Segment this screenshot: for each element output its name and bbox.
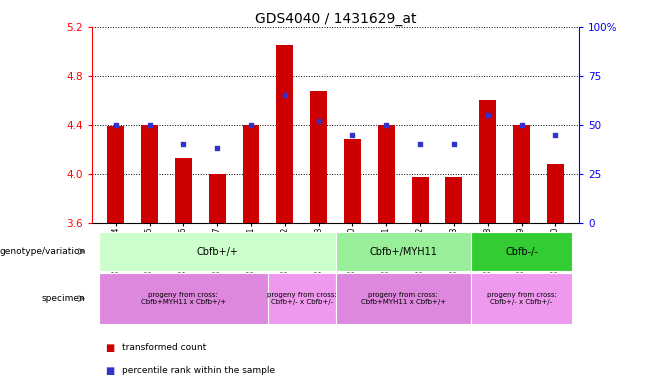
Bar xyxy=(175,158,192,223)
Bar xyxy=(243,125,259,223)
Text: progeny from cross:
Cbfb+MYH11 x Cbfb+/+: progeny from cross: Cbfb+MYH11 x Cbfb+/+ xyxy=(361,292,445,305)
Bar xyxy=(445,177,463,223)
Bar xyxy=(99,232,336,271)
Point xyxy=(347,131,358,138)
Point xyxy=(178,141,189,147)
Bar xyxy=(344,139,361,223)
Text: Cbfb+/+: Cbfb+/+ xyxy=(196,247,238,257)
Text: ■: ■ xyxy=(105,366,114,376)
Bar xyxy=(209,174,226,223)
Bar xyxy=(471,232,572,271)
Point xyxy=(246,122,257,128)
Title: GDS4040 / 1431629_at: GDS4040 / 1431629_at xyxy=(255,12,417,26)
Bar xyxy=(471,273,572,324)
Bar xyxy=(479,100,496,223)
Point xyxy=(449,141,459,147)
Point xyxy=(212,145,222,151)
Bar xyxy=(336,273,471,324)
Point xyxy=(550,131,561,138)
Point xyxy=(280,92,290,98)
Text: Cbfb+/MYH11: Cbfb+/MYH11 xyxy=(369,247,437,257)
Point xyxy=(313,118,324,124)
Bar xyxy=(310,91,327,223)
Bar xyxy=(412,177,428,223)
Point xyxy=(517,122,527,128)
Point xyxy=(144,122,155,128)
Text: specimen: specimen xyxy=(42,294,86,303)
Point xyxy=(111,122,121,128)
Bar xyxy=(336,232,471,271)
Bar xyxy=(141,125,158,223)
Bar xyxy=(276,45,293,223)
Text: progeny from cross:
Cbfb+/- x Cbfb+/-: progeny from cross: Cbfb+/- x Cbfb+/- xyxy=(487,292,557,305)
Text: transformed count: transformed count xyxy=(122,343,206,352)
Bar xyxy=(99,273,268,324)
Point xyxy=(482,112,493,118)
Bar xyxy=(513,125,530,223)
Point xyxy=(381,122,392,128)
Text: percentile rank within the sample: percentile rank within the sample xyxy=(122,366,275,375)
Point xyxy=(415,141,425,147)
Bar xyxy=(378,125,395,223)
Text: progeny from cross:
Cbfb+/- x Cbfb+/-: progeny from cross: Cbfb+/- x Cbfb+/- xyxy=(267,292,337,305)
Bar xyxy=(107,126,124,223)
Bar xyxy=(547,164,564,223)
Text: progeny from cross:
Cbfb+MYH11 x Cbfb+/+: progeny from cross: Cbfb+MYH11 x Cbfb+/+ xyxy=(141,292,226,305)
Text: Cbfb-/-: Cbfb-/- xyxy=(505,247,538,257)
Text: ■: ■ xyxy=(105,343,114,353)
Text: genotype/variation: genotype/variation xyxy=(0,247,86,256)
Bar xyxy=(268,273,336,324)
